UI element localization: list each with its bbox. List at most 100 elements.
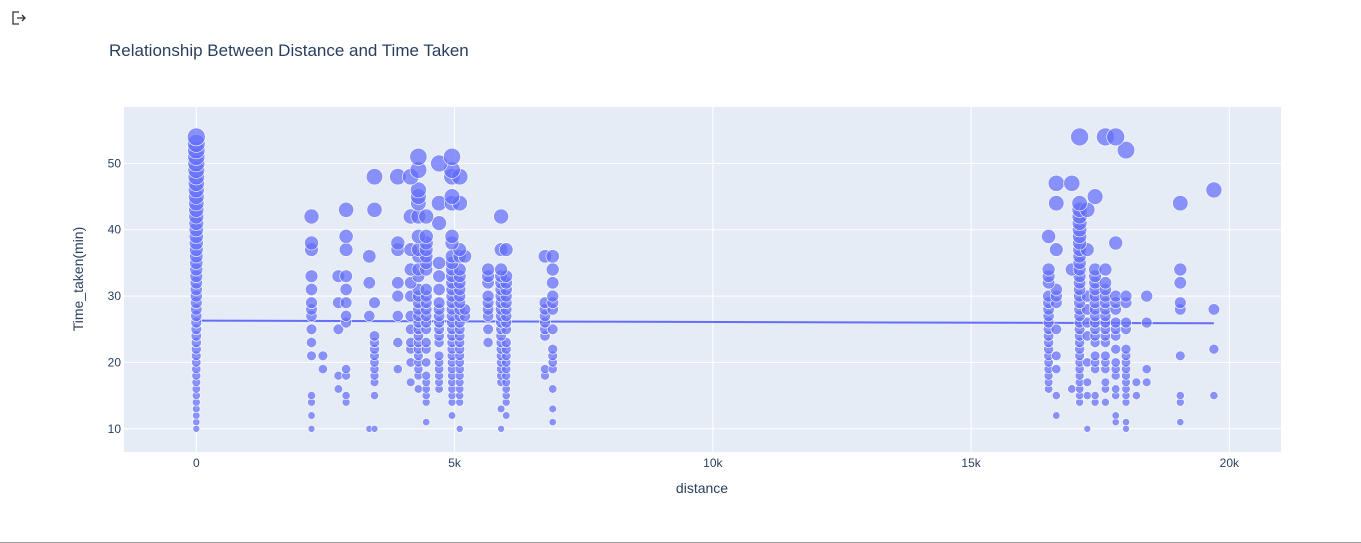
scatter-point [1082,391,1092,401]
scatter-point [362,276,376,290]
scatter-point [494,262,508,277]
scatter-point [1108,235,1123,251]
scatter-point [338,228,354,244]
scatter-point [418,228,434,244]
y-tick-label: 30 [108,289,122,303]
scatter-point [1111,418,1120,427]
scatter-point [432,255,447,270]
scatter-point [1110,357,1121,368]
x-tick-label: 0 [193,456,200,470]
scatter-point [1140,316,1153,329]
scatter-point [1050,323,1062,335]
scatter-point [481,289,495,303]
scatter-point [1176,418,1185,427]
scatter-point [1063,174,1081,192]
scatter-point [392,337,404,348]
scatter-point [1120,343,1132,355]
scatter-point [1205,181,1223,199]
scatter-point [1207,303,1220,316]
scatter-point [340,310,353,322]
scatter-point [546,289,560,303]
scatter-point [306,337,317,348]
scatter-point [338,201,355,218]
scatter-point [1082,377,1092,387]
scatter-point [406,377,416,387]
scatter-point [1047,174,1065,192]
scatter-point [499,242,514,257]
scatter-point [307,411,316,420]
scatter-point [370,391,379,401]
scatter-point [339,283,353,296]
scatter-point [365,168,384,186]
scatter-point [455,424,464,433]
scatter-point [368,296,381,309]
scatter-point [1119,289,1133,303]
scatter-point [1175,350,1186,361]
scatter-point [1071,195,1088,212]
scatter-point [547,323,559,335]
scatter-point [1052,411,1061,420]
scatter-point [1111,384,1121,394]
scatter-point [421,357,432,368]
y-tick-label: 10 [108,422,122,436]
scatter-point [409,147,428,166]
scatter-point [1116,141,1136,160]
scatter-point [431,215,447,231]
scatter-point [481,262,495,277]
scatter-point [368,330,381,342]
scatter-point [1131,377,1142,387]
scatter-point [1106,127,1125,147]
scatter-point [391,276,405,290]
scatter-point [497,424,505,433]
chart-title: Relationship Between Distance and Time T… [109,41,469,60]
scatter-point [1173,262,1188,277]
x-tick-label: 5k [448,456,462,470]
scatter-point [303,208,320,225]
scatter-point [339,296,353,309]
export-arrow-icon[interactable] [10,9,28,27]
scatter-point [1049,242,1064,257]
scatter-point [366,201,383,218]
scatter-point [362,249,377,264]
scatter-point [422,418,431,427]
scatter-point [1109,316,1122,329]
scatter-point [307,424,316,433]
scatter-point [1120,316,1132,329]
scatter-point [1041,262,1056,277]
scatter-point [341,364,352,375]
scatter-point [1131,391,1141,401]
scatter-point [545,262,560,277]
scatter-point [547,343,559,355]
scatter-point [433,350,445,361]
scatter-point [332,323,345,335]
scatter-point [363,310,376,322]
scatter-point [392,364,403,375]
scatter-point [187,127,206,147]
x-tick-label: 15k [961,456,981,470]
scatter-point [341,391,351,401]
scatter-point [1067,384,1077,394]
scatter-point [502,411,511,420]
scatter-point [1089,350,1101,361]
scatter-point [1122,424,1130,433]
scatter-point [1098,276,1112,290]
scatter-point [1209,391,1219,401]
scatter-point [496,404,506,414]
scatter-point [304,235,319,251]
scatter-point [339,269,353,283]
x-axis-title: distance [676,480,728,496]
y-axis-ticks: 10 20 30 40 50 [108,156,122,435]
scatter-point [443,188,461,205]
scatter-point [1098,262,1113,277]
scatter-point [410,181,427,199]
scatter-point [305,283,318,296]
scatter-point [1051,364,1062,375]
scatter-point [1041,228,1057,244]
scatter-point [1141,364,1152,375]
scatter-point [443,147,461,166]
x-tick-label: 20k [1220,456,1240,470]
scatter-point [307,391,316,401]
scatter-point [391,289,405,303]
scatter-point [413,384,423,394]
